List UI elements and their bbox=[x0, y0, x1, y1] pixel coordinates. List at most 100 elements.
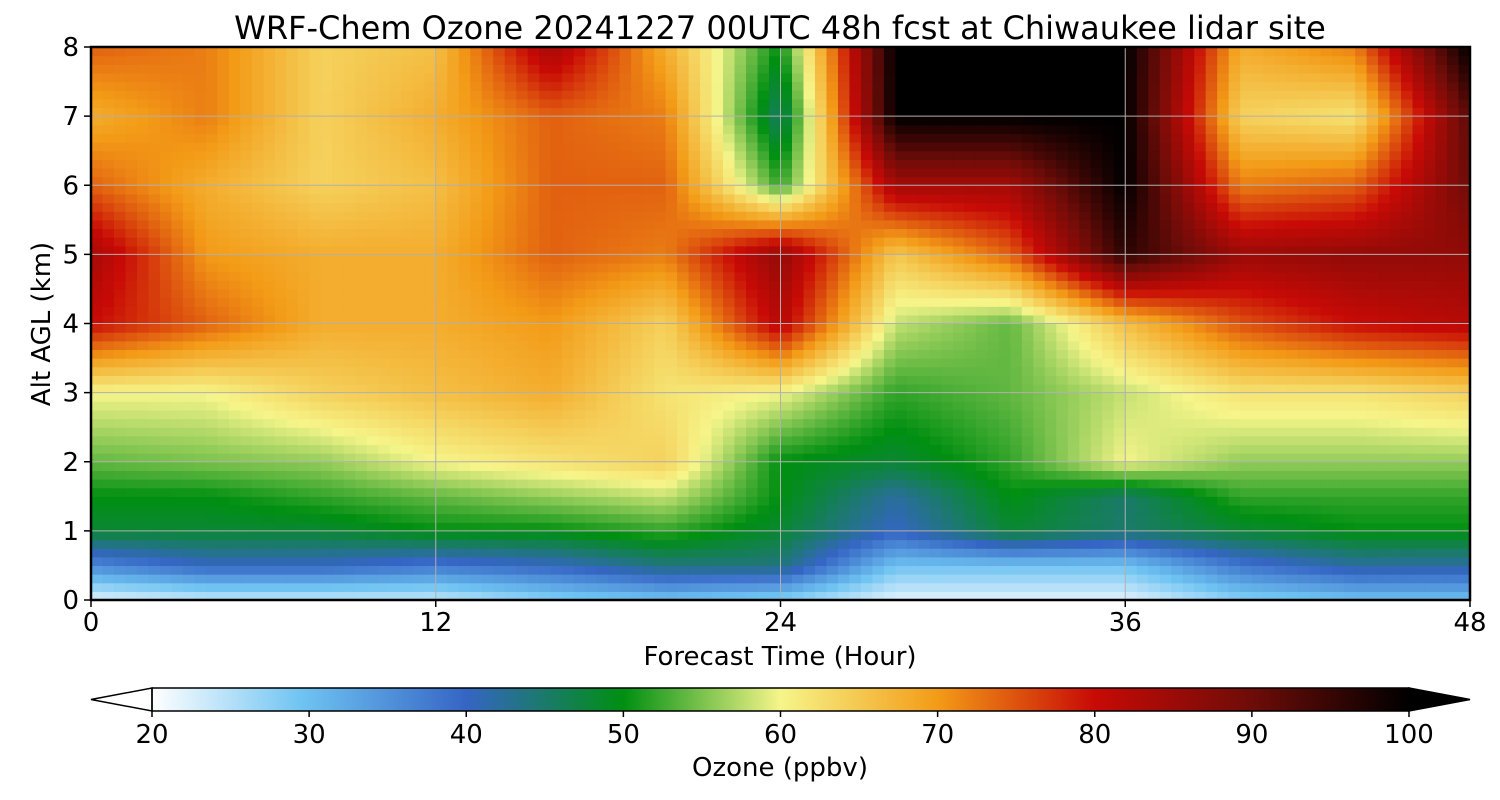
heatmap-cell bbox=[320, 401, 333, 411]
heatmap-cell bbox=[136, 522, 150, 532]
heatmap-cell bbox=[1424, 556, 1437, 567]
heatmap-cell bbox=[113, 548, 127, 558]
heatmap-cell bbox=[987, 332, 1000, 342]
heatmap-cell bbox=[1217, 574, 1230, 584]
heatmap-cell bbox=[1194, 487, 1207, 497]
heatmap-cell bbox=[918, 392, 931, 402]
heatmap-cell bbox=[1079, 539, 1092, 549]
heatmap-cell bbox=[723, 237, 736, 247]
heatmap-cell bbox=[1113, 323, 1126, 333]
heatmap-cell bbox=[1378, 280, 1391, 290]
heatmap-cell bbox=[1297, 401, 1310, 411]
heatmap-cell bbox=[723, 314, 736, 325]
heatmap-cell bbox=[1447, 530, 1460, 541]
heatmap-cell bbox=[1366, 496, 1379, 506]
heatmap-cell bbox=[677, 427, 690, 437]
heatmap-cell bbox=[1297, 383, 1310, 394]
heatmap-cell bbox=[470, 591, 483, 600]
heatmap-cell bbox=[447, 479, 460, 489]
heatmap-cell bbox=[1136, 332, 1149, 342]
heatmap-cell bbox=[746, 263, 759, 273]
heatmap-cell bbox=[654, 548, 667, 558]
heatmap-cell bbox=[1090, 435, 1103, 446]
heatmap-cell bbox=[1033, 522, 1046, 532]
heatmap-cell bbox=[182, 245, 196, 255]
heatmap-cell bbox=[814, 392, 828, 402]
heatmap-cell bbox=[987, 487, 1000, 497]
heatmap-cell bbox=[814, 297, 828, 307]
heatmap-cell bbox=[447, 522, 460, 532]
heatmap-cell bbox=[332, 332, 345, 342]
heatmap-cell bbox=[550, 392, 563, 402]
heatmap-cell bbox=[182, 254, 196, 264]
heatmap-cell bbox=[527, 332, 540, 342]
heatmap-cell bbox=[159, 245, 173, 255]
heatmap-cell bbox=[424, 375, 437, 385]
heatmap-cell bbox=[642, 530, 655, 541]
heatmap-cell bbox=[113, 556, 127, 567]
heatmap-cell bbox=[746, 306, 759, 316]
heatmap-cell bbox=[619, 435, 632, 446]
heatmap-cell bbox=[1297, 271, 1310, 281]
heatmap-cell bbox=[1378, 245, 1391, 255]
heatmap-cell bbox=[665, 306, 678, 316]
heatmap-cell bbox=[688, 435, 701, 446]
heatmap-cell bbox=[102, 358, 115, 368]
heatmap-cell bbox=[1090, 383, 1103, 394]
heatmap-cell bbox=[274, 487, 287, 497]
heatmap-cell bbox=[159, 383, 173, 394]
heatmap-cell bbox=[458, 565, 471, 575]
heatmap-cell bbox=[458, 401, 471, 411]
heatmap-cell bbox=[791, 548, 805, 558]
heatmap-cell bbox=[631, 383, 644, 394]
heatmap-cell bbox=[516, 522, 529, 532]
heatmap-cell bbox=[1125, 504, 1138, 515]
heatmap-cell bbox=[539, 582, 552, 592]
heatmap-cell bbox=[286, 504, 299, 515]
heatmap-cell bbox=[1171, 340, 1184, 351]
heatmap-cell bbox=[769, 444, 782, 454]
heatmap-cell bbox=[1021, 332, 1034, 342]
heatmap-cell bbox=[608, 556, 621, 567]
heatmap-cell bbox=[860, 271, 874, 281]
heatmap-cell bbox=[562, 401, 575, 411]
heatmap-cell bbox=[1389, 349, 1402, 359]
heatmap-cell bbox=[148, 366, 161, 376]
heatmap-cell bbox=[550, 297, 563, 307]
heatmap-cell bbox=[918, 314, 931, 325]
heatmap-cell bbox=[1251, 306, 1264, 316]
heatmap-cell bbox=[194, 340, 207, 351]
heatmap-cell bbox=[1355, 513, 1368, 523]
heatmap-cell bbox=[1228, 574, 1241, 584]
heatmap-cell bbox=[596, 245, 609, 255]
heatmap-cell bbox=[1148, 461, 1161, 471]
heatmap-cell bbox=[217, 470, 230, 480]
heatmap-cell bbox=[780, 530, 793, 541]
heatmap-cell bbox=[539, 323, 552, 333]
heatmap-cell bbox=[1263, 574, 1276, 584]
heatmap-cell bbox=[378, 522, 391, 532]
heatmap-cell bbox=[987, 556, 1000, 567]
heatmap-cell bbox=[964, 392, 977, 402]
heatmap-cell bbox=[585, 349, 598, 359]
heatmap-cell bbox=[1435, 340, 1448, 351]
heatmap-cell bbox=[1194, 375, 1207, 385]
heatmap-cell bbox=[998, 539, 1011, 549]
heatmap-cell bbox=[883, 530, 897, 541]
heatmap-cell bbox=[251, 539, 264, 549]
heatmap-cell bbox=[1309, 513, 1322, 523]
heatmap-cell bbox=[516, 271, 529, 281]
heatmap-cell bbox=[769, 254, 782, 264]
heatmap-cell bbox=[458, 323, 471, 333]
heatmap-cell bbox=[1424, 297, 1437, 307]
heatmap-cell bbox=[860, 349, 874, 359]
heatmap-cell bbox=[205, 383, 219, 394]
heatmap-cell bbox=[677, 263, 690, 273]
heatmap-cell bbox=[814, 358, 828, 368]
heatmap-cell bbox=[1113, 280, 1126, 290]
heatmap-cell bbox=[1389, 496, 1402, 506]
heatmap-cell bbox=[1251, 565, 1264, 575]
heatmap-cell bbox=[1458, 591, 1470, 600]
heatmap-cell bbox=[700, 435, 713, 446]
heatmap-cell bbox=[1205, 392, 1218, 402]
